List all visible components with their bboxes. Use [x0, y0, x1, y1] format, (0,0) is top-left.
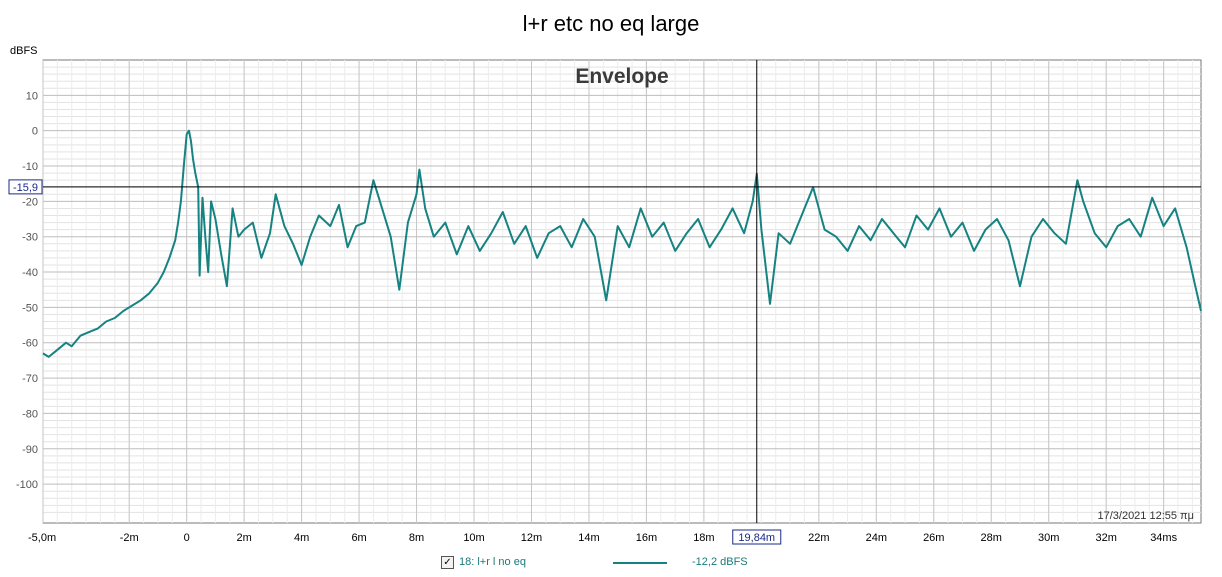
- x-tick-label: 28m: [981, 532, 1002, 544]
- y-tick-label: -90: [22, 444, 38, 456]
- y-tick-label: -80: [22, 408, 38, 420]
- y-tick-label: -60: [22, 338, 38, 350]
- x-tick-label: 32m: [1095, 532, 1116, 544]
- x-tick-label: 6m: [351, 532, 366, 544]
- y-tick-label: -50: [22, 302, 38, 314]
- x-tick-label: 12m: [521, 532, 542, 544]
- series-line: [42, 129, 1202, 358]
- x-tick-label: 16m: [636, 532, 657, 544]
- chart-subtitle: Envelope: [575, 65, 668, 88]
- y-tick-label: -100: [16, 479, 38, 491]
- x-tick-label: 0: [184, 532, 190, 544]
- x-tick-label: 26m: [923, 532, 944, 544]
- x-tick-label: 8m: [409, 532, 424, 544]
- cursor-y-label: -15,9: [13, 182, 38, 194]
- legend-line-swatch: [613, 562, 667, 564]
- plot-area[interactable]: [42, 59, 1202, 524]
- y-tick-label: -40: [22, 267, 38, 279]
- legend-cursor-value: -12,2 dBFS: [692, 556, 748, 568]
- x-tick-label: 14m: [578, 532, 599, 544]
- cursor-y-box: [8, 179, 43, 195]
- x-tick-label: 24m: [866, 532, 887, 544]
- y-tick-label: -20: [22, 196, 38, 208]
- cursor-crosshair[interactable]: -15,9 19,84m: [8, 60, 1201, 545]
- x-tick-label: 10m: [463, 532, 484, 544]
- y-axis-unit: dBFS: [10, 45, 38, 57]
- x-tick-label: 2m: [237, 532, 252, 544]
- x-tick-label: 18m: [693, 532, 714, 544]
- y-tick-label: -30: [22, 232, 38, 244]
- x-tick-label: -5,0m: [28, 532, 56, 544]
- y-tick-label: 10: [26, 90, 38, 102]
- cursor-x-box: [732, 529, 782, 545]
- x-tick-label: 22m: [808, 532, 829, 544]
- series-visibility-checkbox[interactable]: ✓: [441, 556, 454, 569]
- x-tick-label: -2m: [120, 532, 139, 544]
- y-tick-label: -70: [22, 373, 38, 385]
- chart-title: l+r etc no eq large: [523, 11, 700, 36]
- cursor-x-label: 19,84m: [738, 532, 775, 544]
- x-tick-label: 4m: [294, 532, 309, 544]
- y-tick-label: -10: [22, 161, 38, 173]
- legend-series-name: 18: l+r l no eq: [459, 556, 526, 568]
- x-tick-label: 34ms: [1150, 532, 1177, 544]
- timestamp: 17/3/2021 12:55 πμ: [1097, 510, 1194, 522]
- y-tick-label: 0: [32, 126, 38, 138]
- x-tick-label: 30m: [1038, 532, 1059, 544]
